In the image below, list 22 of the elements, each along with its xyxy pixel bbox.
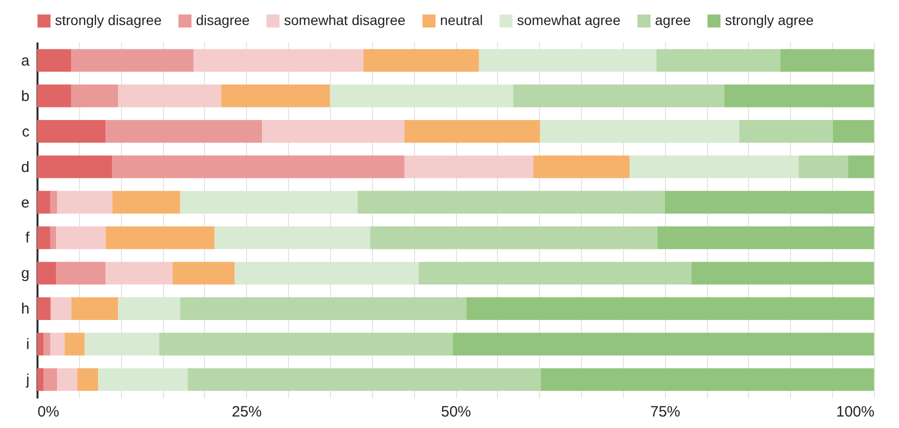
legend-label: somewhat agree bbox=[517, 12, 621, 28]
legend-label: disagree bbox=[196, 12, 250, 28]
y-tick-label: h bbox=[21, 300, 30, 318]
y-tick-label: a bbox=[21, 52, 30, 70]
y-tick-label: g bbox=[21, 265, 30, 282]
x-tick-label: 0% bbox=[38, 404, 60, 420]
legend-label: agree bbox=[655, 12, 692, 28]
y-tick-label: d bbox=[21, 158, 30, 176]
x-tick-label: 50% bbox=[440, 404, 472, 420]
y-tick-label: e bbox=[21, 194, 30, 212]
legend-label: neutral bbox=[440, 12, 483, 28]
y-tick-label: c bbox=[22, 123, 30, 140]
y-tick-label: b bbox=[21, 88, 30, 105]
legend-label: somewhat disagree bbox=[284, 12, 406, 28]
x-tick-label: 75% bbox=[650, 404, 680, 420]
y-tick-label: j bbox=[25, 372, 30, 389]
legend-label: strongly disagree bbox=[55, 12, 162, 28]
x-tick-label: 25% bbox=[232, 404, 262, 420]
y-tick-label: i bbox=[26, 336, 30, 354]
legend-label: strongly agree bbox=[725, 12, 814, 28]
y-tick-label: f bbox=[25, 230, 30, 247]
x-tick-label: 100% bbox=[836, 404, 874, 420]
